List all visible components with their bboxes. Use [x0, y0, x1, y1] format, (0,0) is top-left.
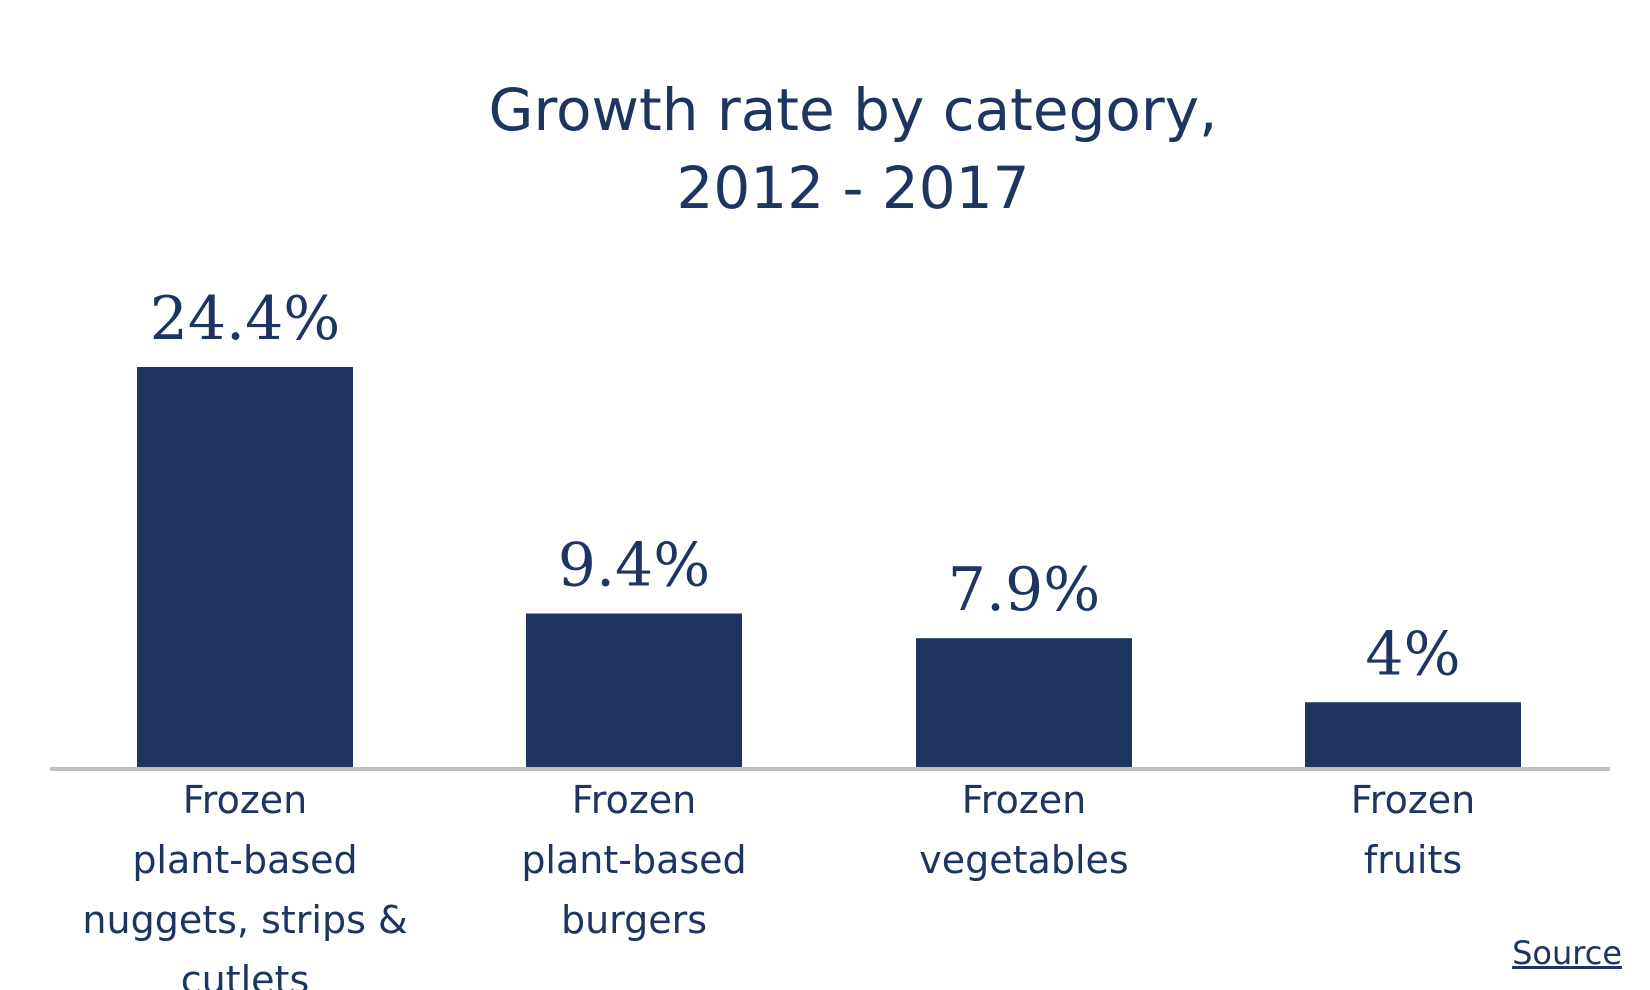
bar [1305, 702, 1521, 768]
data-label: 24.4% [150, 284, 341, 354]
bar [526, 613, 742, 768]
category-label: plant-based [521, 838, 746, 882]
category-label: vegetables [919, 838, 1128, 882]
bar [916, 638, 1132, 768]
source-link[interactable]: Source [1512, 934, 1622, 972]
category-label: fruits [1364, 838, 1462, 882]
category-label: Frozen [962, 778, 1087, 822]
chart-title-line: 2012 - 2017 [676, 154, 1029, 222]
category-label: plant-based [132, 838, 357, 882]
category-label: nuggets, strips & [82, 898, 407, 942]
bar [137, 367, 353, 768]
data-label: 7.9% [948, 555, 1100, 625]
category-label: Frozen [572, 778, 697, 822]
category-label: burgers [561, 898, 707, 942]
data-label: 9.4% [558, 531, 710, 601]
data-label: 4% [1365, 619, 1460, 689]
category-label: Frozen [183, 778, 308, 822]
category-label: Frozen [1351, 778, 1476, 822]
chart-title-line: Growth rate by category, [489, 76, 1218, 144]
category-label: cutlets [181, 958, 310, 990]
